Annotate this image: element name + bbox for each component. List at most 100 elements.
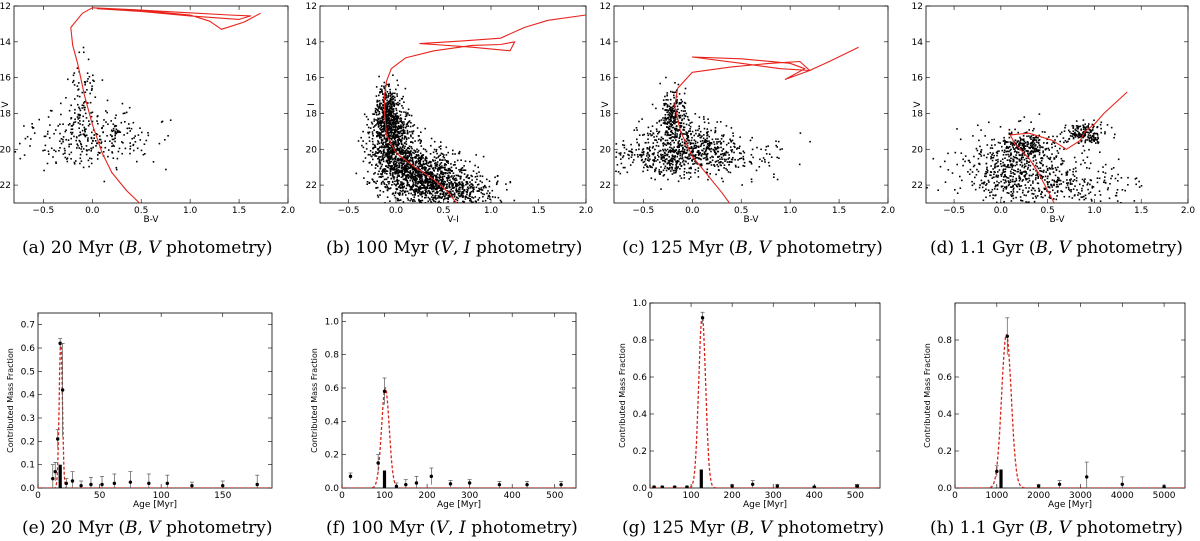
star-point bbox=[702, 142, 704, 144]
star-point bbox=[384, 168, 387, 171]
star-point bbox=[460, 193, 462, 196]
star-point bbox=[662, 122, 665, 124]
star-point bbox=[97, 154, 99, 156]
star-point bbox=[655, 167, 657, 169]
star-point bbox=[422, 162, 425, 165]
star-point bbox=[474, 164, 476, 167]
star-point bbox=[486, 192, 488, 195]
star-point bbox=[390, 118, 393, 120]
star-point bbox=[701, 135, 703, 137]
star-point bbox=[376, 119, 379, 122]
star-point bbox=[60, 102, 62, 105]
star-point bbox=[670, 129, 673, 132]
star-point bbox=[441, 165, 443, 167]
star-point bbox=[392, 167, 394, 170]
star-point bbox=[679, 175, 681, 177]
star-point bbox=[1054, 139, 1056, 141]
star-point bbox=[75, 136, 78, 138]
star-point bbox=[996, 154, 998, 157]
star-point bbox=[399, 187, 402, 189]
star-point bbox=[394, 115, 396, 118]
star-point bbox=[718, 162, 720, 164]
star-point bbox=[1025, 172, 1028, 175]
star-point bbox=[680, 122, 682, 124]
star-point bbox=[414, 206, 416, 208]
star-point bbox=[668, 114, 671, 116]
star-point bbox=[1006, 145, 1008, 148]
star-point bbox=[129, 130, 131, 132]
star-point bbox=[455, 191, 458, 193]
star-point bbox=[1039, 203, 1041, 205]
star-point bbox=[385, 105, 387, 107]
star-point bbox=[450, 182, 452, 184]
isochrone-line bbox=[70, 7, 261, 203]
star-point bbox=[381, 155, 384, 157]
star-point bbox=[90, 89, 93, 91]
star-point bbox=[381, 99, 384, 101]
star-point bbox=[628, 150, 630, 152]
star-point bbox=[366, 183, 368, 185]
star-point bbox=[387, 96, 389, 99]
star-point bbox=[979, 163, 981, 166]
star-point bbox=[692, 149, 694, 152]
star-point bbox=[383, 168, 386, 170]
star-point bbox=[685, 112, 688, 115]
star-point bbox=[781, 148, 783, 150]
star-point bbox=[412, 151, 414, 154]
star-point bbox=[408, 147, 411, 150]
x-tick-label: 2.0 bbox=[1181, 206, 1196, 216]
star-point bbox=[984, 173, 986, 175]
star-point bbox=[487, 190, 489, 192]
star-point bbox=[430, 175, 433, 178]
star-point bbox=[444, 163, 446, 165]
star-point bbox=[445, 169, 447, 171]
star-point bbox=[412, 137, 414, 139]
star-point bbox=[86, 72, 89, 74]
star-point bbox=[420, 179, 423, 182]
star-point bbox=[387, 118, 390, 121]
star-point bbox=[355, 172, 358, 175]
x-tick-label: 1.5 bbox=[531, 206, 545, 216]
star-point bbox=[83, 51, 85, 54]
star-point bbox=[392, 74, 394, 76]
star-point bbox=[402, 107, 404, 109]
star-point bbox=[1012, 197, 1015, 200]
star-point bbox=[94, 140, 97, 142]
star-point bbox=[77, 103, 79, 106]
star-point bbox=[134, 141, 137, 143]
star-point bbox=[674, 169, 676, 172]
star-point bbox=[447, 151, 449, 154]
star-point bbox=[469, 204, 471, 206]
star-point bbox=[474, 196, 477, 198]
star-point bbox=[647, 134, 650, 137]
star-point bbox=[415, 171, 417, 174]
star-point bbox=[688, 124, 690, 126]
star-point bbox=[671, 112, 674, 114]
star-point bbox=[117, 150, 120, 153]
star-point bbox=[459, 186, 462, 189]
star-point bbox=[388, 160, 391, 163]
star-point bbox=[147, 134, 150, 137]
star-point bbox=[421, 181, 423, 184]
star-point bbox=[623, 144, 626, 147]
star-point bbox=[722, 148, 725, 150]
star-point bbox=[1049, 191, 1051, 193]
star-point bbox=[422, 173, 424, 175]
star-point bbox=[478, 171, 480, 173]
star-point bbox=[1010, 131, 1013, 134]
star-point bbox=[733, 143, 736, 145]
x-tick-label: 1.0 bbox=[183, 206, 198, 216]
star-point bbox=[969, 168, 972, 171]
star-point bbox=[463, 165, 465, 167]
star-point bbox=[400, 140, 402, 143]
star-point bbox=[371, 164, 373, 166]
star-point bbox=[72, 123, 75, 126]
star-point bbox=[396, 118, 399, 120]
star-point bbox=[470, 200, 473, 203]
star-point bbox=[679, 157, 682, 159]
star-point bbox=[686, 116, 689, 118]
star-point bbox=[717, 156, 719, 158]
star-point bbox=[373, 118, 376, 121]
star-point bbox=[90, 157, 93, 160]
star-point bbox=[426, 183, 429, 186]
